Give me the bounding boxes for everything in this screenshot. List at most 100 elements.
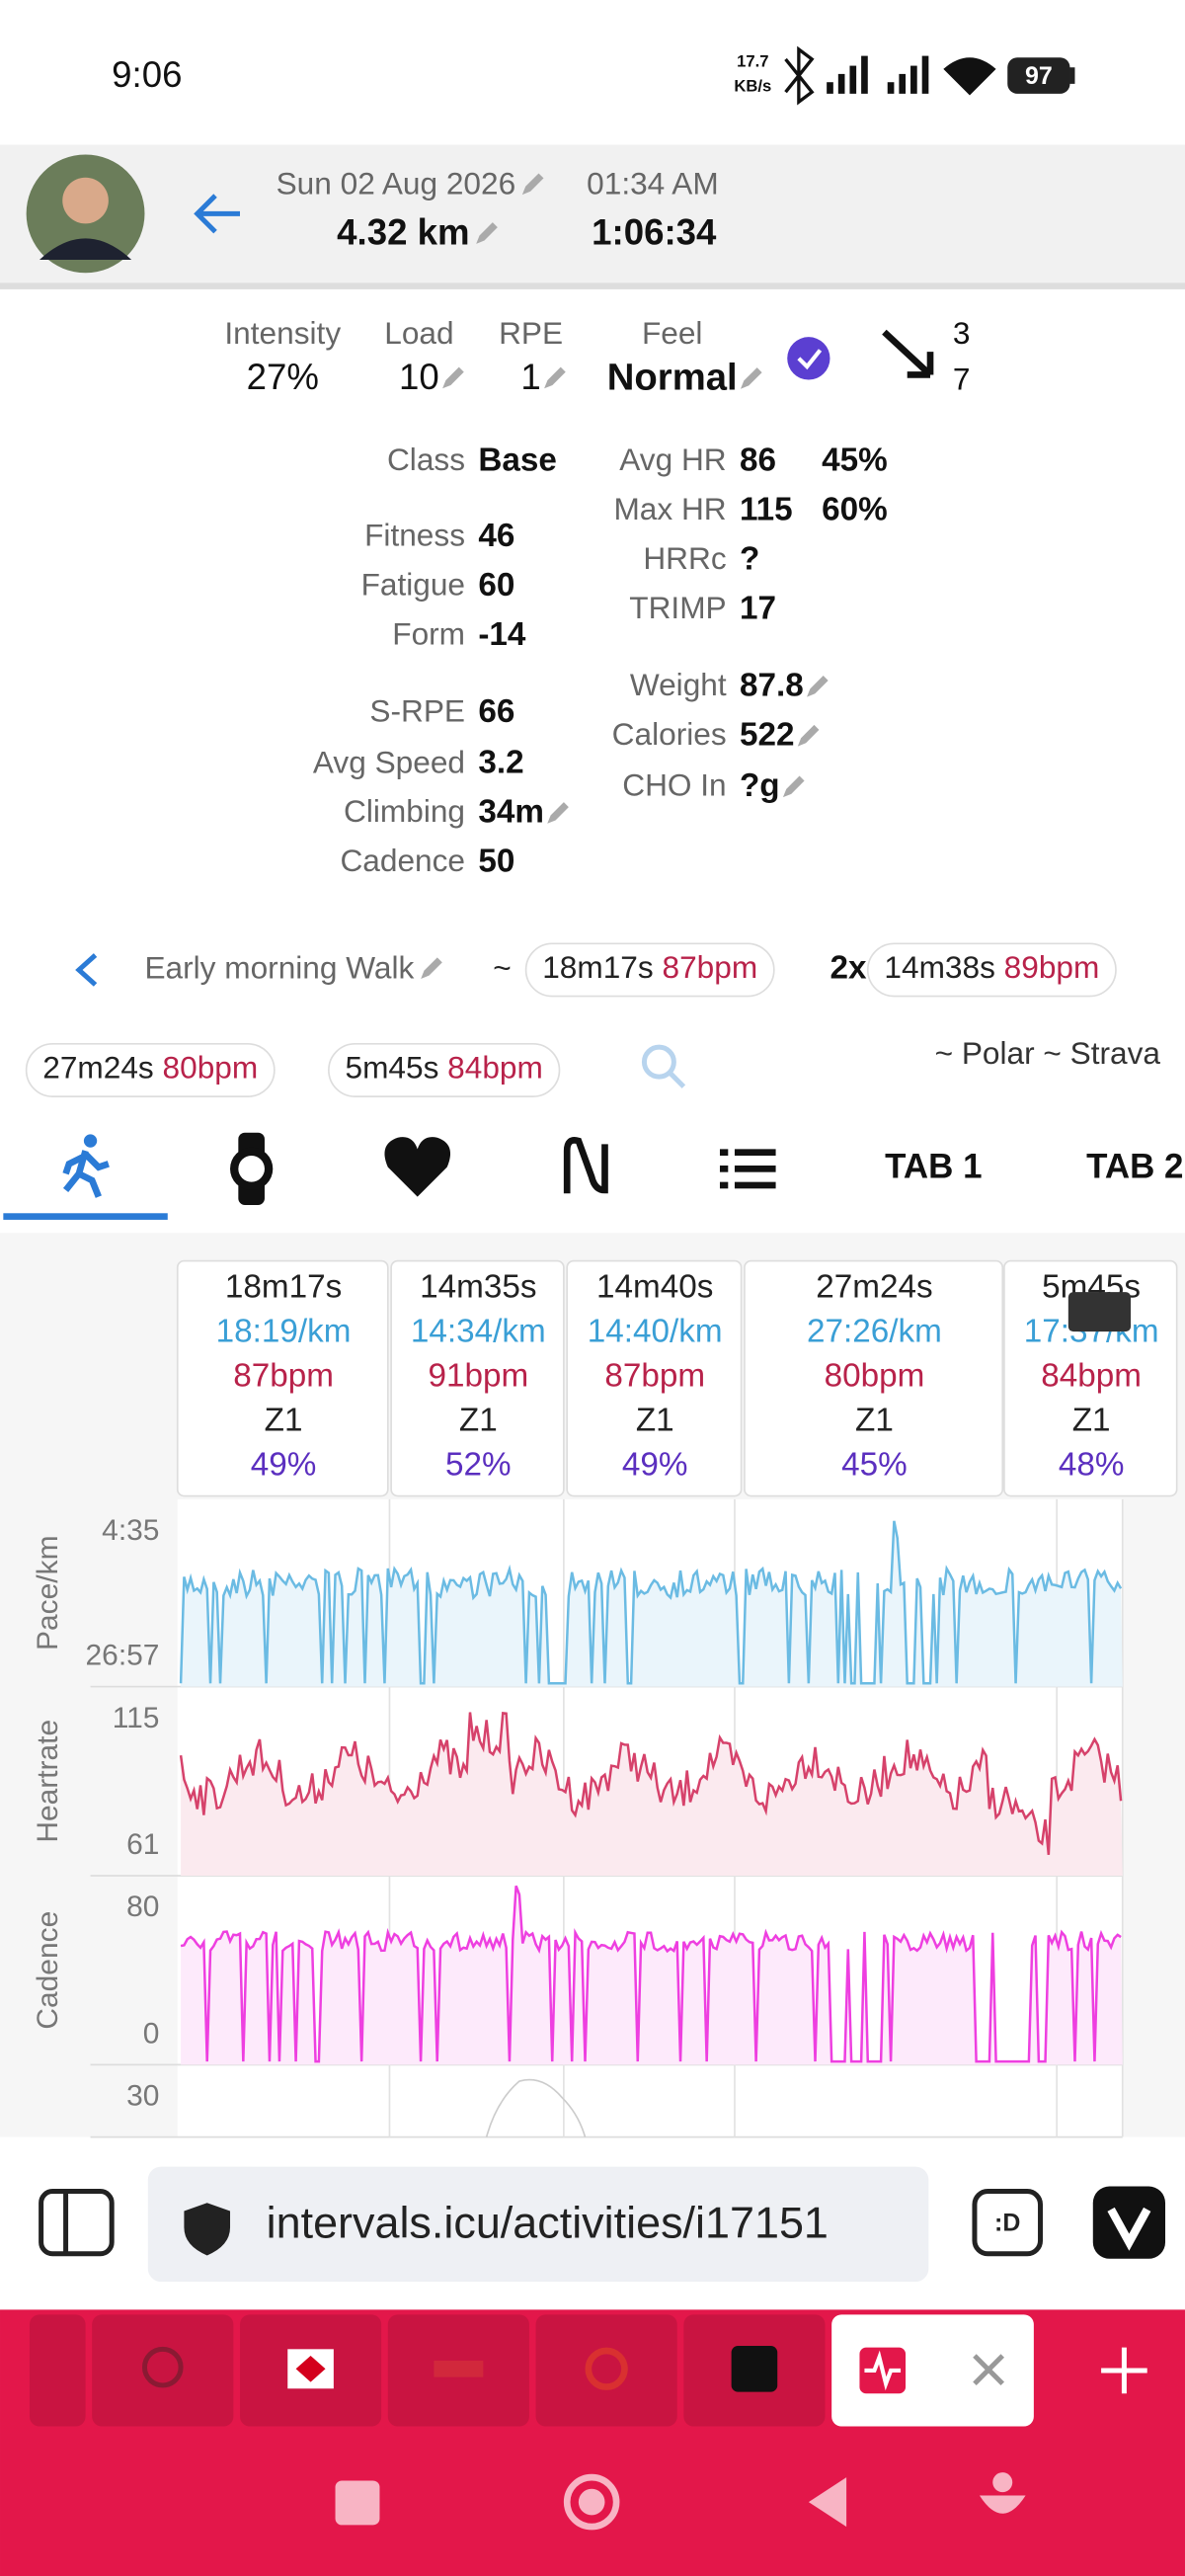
- back-button[interactable]: [194, 194, 241, 234]
- summary-label: Intensity: [224, 315, 341, 351]
- edit-icon[interactable]: [807, 675, 829, 697]
- cadence-trace-area: [181, 1886, 1123, 2065]
- nav-recents[interactable]: [335, 2480, 380, 2526]
- stat-label: Avg Speed: [313, 744, 465, 779]
- activity-time: 01:34 AM: [587, 165, 719, 201]
- net-speed: 17.7: [737, 52, 768, 71]
- stat-value: -14: [478, 616, 526, 653]
- heartrate-trace: [179, 1712, 1123, 1855]
- interval-box[interactable]: [176, 1259, 389, 1497]
- close-tab[interactable]: [973, 2354, 1005, 2386]
- activity-date[interactable]: Sun 02 Aug 2026: [276, 165, 516, 201]
- interval-chip[interactable]: [866, 942, 1117, 998]
- edit-icon[interactable]: [740, 367, 762, 389]
- extension-badge[interactable]: [972, 2189, 1044, 2257]
- tab-1[interactable]: TAB 1: [885, 1148, 982, 1186]
- url-field[interactable]: [147, 2166, 929, 2283]
- axis-top: 4:35: [102, 1514, 159, 1547]
- header-shadow: [0, 282, 1185, 289]
- edit-icon[interactable]: [782, 775, 805, 798]
- tab-heart[interactable]: [384, 1137, 451, 1197]
- search-icon[interactable]: [641, 1044, 676, 1080]
- interval-zone: Z1: [636, 1402, 674, 1438]
- summary-value[interactable]: Normal: [607, 357, 738, 399]
- active-tab-indicator: [3, 1213, 168, 1220]
- edit-icon[interactable]: [521, 173, 544, 196]
- chip-text: 18m17s 87bpm: [542, 949, 757, 985]
- nav-assist[interactable]: [992, 2472, 1013, 2493]
- battery-tip: [1069, 67, 1075, 84]
- stat-value: 17: [740, 590, 776, 626]
- security-icon[interactable]: [184, 2203, 231, 2256]
- interval-box[interactable]: [566, 1259, 743, 1497]
- interval-box[interactable]: [744, 1259, 1004, 1497]
- browser-tab[interactable]: [92, 2314, 234, 2427]
- stat-label: Fitness: [364, 518, 465, 553]
- interval-chip[interactable]: [328, 1043, 561, 1097]
- interval-box[interactable]: [1003, 1259, 1178, 1497]
- edit-icon[interactable]: [544, 366, 566, 389]
- notes-icon[interactable]: [1067, 1292, 1132, 1332]
- interval-chip[interactable]: [524, 942, 775, 998]
- stat-label: Calories: [612, 716, 727, 752]
- verified-badge: [787, 337, 830, 380]
- tab-watch[interactable]: [230, 1132, 274, 1205]
- browser-tab[interactable]: [535, 2314, 677, 2427]
- new-tab[interactable]: [1101, 2347, 1147, 2394]
- activity-name[interactable]: Early morning Walk: [144, 949, 414, 985]
- interval-zone: Z1: [265, 1402, 303, 1438]
- axis-bottom: 0: [143, 2017, 160, 2050]
- separator: ~: [493, 949, 511, 985]
- altitude-outline: [485, 2078, 587, 2137]
- browser-tab[interactable]: [29, 2314, 86, 2427]
- interval-box[interactable]: [390, 1259, 565, 1497]
- stat-label: Class: [387, 442, 465, 477]
- interval-duration: 14m40s: [596, 1269, 713, 1306]
- nav-home[interactable]: [563, 2473, 620, 2531]
- stat-value: 34m: [478, 794, 544, 831]
- interval-hr: 84bpm: [1041, 1358, 1142, 1395]
- url-text[interactable]: intervals.icu/activities/i17151: [267, 2197, 829, 2247]
- axis-top: 30: [126, 2080, 159, 2113]
- extension-label: :D: [994, 2209, 1020, 2236]
- favicon: [141, 2346, 184, 2388]
- data-sources[interactable]: ~ Polar ~ Strava: [935, 1035, 1161, 1071]
- interval-duration: 14m35s: [420, 1269, 536, 1306]
- favicon-pulse: [864, 2350, 902, 2391]
- summary-label: Load: [384, 315, 453, 351]
- activity-distance[interactable]: 4.32 km: [337, 212, 469, 253]
- stat-label: Max HR: [613, 491, 726, 526]
- interval-chip[interactable]: [25, 1043, 276, 1097]
- axis-top: 115: [113, 1702, 160, 1734]
- tab-route[interactable]: [563, 1137, 608, 1194]
- edit-icon[interactable]: [476, 222, 498, 244]
- edit-icon[interactable]: [421, 957, 442, 979]
- favicon: [585, 2347, 628, 2390]
- edit-icon[interactable]: [797, 724, 820, 747]
- summary-value[interactable]: 10: [399, 357, 439, 397]
- interval-percent: 49%: [622, 1446, 688, 1483]
- stat-label: Avg HR: [619, 442, 726, 477]
- edit-icon[interactable]: [442, 366, 464, 389]
- tab-list[interactable]: [719, 1149, 776, 1189]
- tab-walk[interactable]: [62, 1134, 110, 1198]
- nav-back[interactable]: [808, 2477, 847, 2528]
- heartrate-trace-area: [181, 1712, 1123, 1876]
- activity-duration: 1:06:34: [592, 212, 717, 253]
- vivaldi-menu[interactable]: [1092, 2186, 1166, 2259]
- signal-icons: [827, 55, 996, 96]
- trend-bottom: 7: [953, 361, 971, 396]
- tab-2[interactable]: TAB 2: [1086, 1148, 1183, 1186]
- active-browser-tab[interactable]: [831, 2314, 1034, 2427]
- cadence-trace: [180, 1885, 1122, 2063]
- edit-icon[interactable]: [547, 802, 569, 824]
- summary-value[interactable]: 1: [520, 357, 540, 397]
- prev-activity[interactable]: [75, 953, 98, 987]
- stat-extra: 60%: [822, 491, 888, 527]
- panel-toggle[interactable]: [39, 2189, 115, 2257]
- chip-text: 27m24s 80bpm: [42, 1050, 258, 1086]
- repeat-count: 2x: [830, 950, 867, 987]
- stat-value: 66: [478, 693, 514, 730]
- summary-label: RPE: [499, 315, 563, 351]
- interval-pace: 18:19/km: [216, 1314, 352, 1350]
